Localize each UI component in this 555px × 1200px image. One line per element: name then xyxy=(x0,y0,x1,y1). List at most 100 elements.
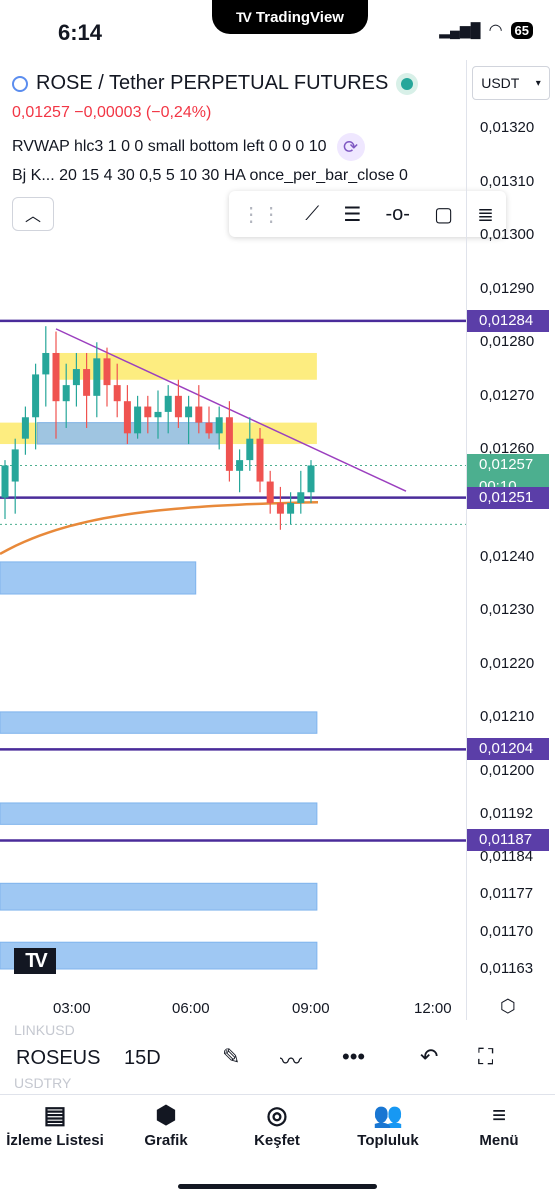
candle-body xyxy=(93,358,101,396)
compass-icon: ◎ xyxy=(266,1102,288,1129)
price-label-value: 0,01187 xyxy=(479,831,533,849)
price-tick: 0,01163 xyxy=(480,960,534,977)
more-icon[interactable]: ••• xyxy=(342,1044,366,1069)
price-tick: 0,01170 xyxy=(480,922,534,940)
tab-explore[interactable]: ◎ Keşfet xyxy=(222,1100,332,1149)
chevron-up-icon: ︿ xyxy=(24,208,41,225)
price-tick: 0,01184 xyxy=(480,847,534,865)
community-icon: 👥 xyxy=(373,1102,403,1129)
ghost-symbol-below: USDTRY xyxy=(14,1075,72,1091)
indicator-rvwap-label: RVWAP hlc3 1 0 0 small bottom left 0 0 0… xyxy=(12,138,327,155)
price-tick: 0,01220 xyxy=(480,654,535,672)
candle-body xyxy=(32,374,40,418)
candle-body xyxy=(1,465,9,498)
price-tick: 0,01200 xyxy=(480,761,535,779)
candle-body xyxy=(195,406,203,423)
indicators-icon[interactable]: 〰 xyxy=(280,1049,303,1074)
candle-body xyxy=(236,460,244,471)
drag-handle-icon[interactable]: ⋮⋮ xyxy=(241,203,282,226)
tab-watchlist[interactable]: ▤ İzleme Listesi xyxy=(0,1100,110,1149)
price-tick: 0,01270 xyxy=(480,386,535,404)
price-label-value: 0,01284 xyxy=(479,311,534,329)
symbol-title[interactable]: ROSE / Tether PERPETUAL FUTURES xyxy=(36,72,389,94)
candle-body xyxy=(42,352,50,375)
candle-body xyxy=(287,502,295,514)
tab-label: Grafik xyxy=(144,1132,188,1149)
price-zone xyxy=(0,561,197,595)
price-label: 0,01251 xyxy=(467,486,549,509)
candle-body xyxy=(215,417,223,434)
price-tick: 0,01310 xyxy=(480,172,535,190)
price-axis-divider xyxy=(466,60,467,1020)
battery-icon: 65 xyxy=(510,21,533,39)
indicator-bjk[interactable]: Bj K... 20 15 4 30 0,5 5 10 30 HA once_p… xyxy=(12,167,408,184)
line-settings-icon[interactable]: ☰ xyxy=(343,203,362,226)
tab-menu[interactable]: ≡ Menü xyxy=(444,1100,554,1149)
market-status-icon[interactable] xyxy=(396,72,419,95)
candle-body xyxy=(266,481,274,503)
candle-body xyxy=(62,385,70,402)
interval-button[interactable]: 15D xyxy=(124,1047,161,1069)
candle-body xyxy=(246,438,254,461)
candle-body xyxy=(164,395,172,412)
horizontal-ray-icon[interactable]: -o- xyxy=(385,202,410,225)
candle-body xyxy=(83,369,91,396)
candle-body xyxy=(205,422,213,434)
chart-settings-icon[interactable]: ⬡ xyxy=(500,996,516,1016)
candle-body xyxy=(256,438,264,482)
candle-body xyxy=(154,411,162,418)
symbol-search-button[interactable]: ROSEUS xyxy=(16,1047,101,1069)
tab-label: İzleme Listesi xyxy=(6,1132,104,1149)
trend-line xyxy=(55,328,407,492)
drawing-toolbar[interactable]: ⋮⋮ ⟋ ☰ -o- ▢ ≣ xyxy=(229,191,506,237)
price-label-value: 0,01204 xyxy=(479,740,534,758)
candle-body xyxy=(11,449,19,482)
rectangle-icon[interactable]: ▢ xyxy=(434,203,453,226)
time-tick: 03:00 xyxy=(53,1000,91,1017)
tradingview-logo-icon: TV xyxy=(236,9,252,25)
price-tick: 0,01290 xyxy=(480,279,535,297)
price-label: 0,01284 xyxy=(467,309,549,332)
candle-body xyxy=(21,417,29,439)
price-tick: 0,01260 xyxy=(480,440,535,458)
candle-body xyxy=(307,465,315,493)
currency-selector[interactable]: USDT ▾ xyxy=(472,66,550,100)
candle-body xyxy=(113,385,121,402)
trend-line-icon[interactable]: ⟋ xyxy=(305,202,320,225)
price-tick: 0,01177 xyxy=(480,885,534,902)
price-zone xyxy=(0,882,318,911)
fullscreen-icon[interactable]: ⛶ xyxy=(478,1044,494,1069)
candle-body xyxy=(144,406,152,418)
price-label-value: 0,01257 xyxy=(479,456,534,474)
symbol-title-row[interactable]: ROSE / Tether PERPETUAL FUTURES xyxy=(12,72,419,95)
ghost-symbol-above: LINKUSD xyxy=(14,1022,75,1038)
price-tick: 0,01280 xyxy=(480,333,535,351)
candle-body xyxy=(225,417,233,471)
candle-body xyxy=(123,401,131,434)
dynamic-island: TV TradingView xyxy=(212,0,368,34)
more-settings-icon[interactable]: ≣ xyxy=(477,203,494,226)
indicator-rvwap[interactable]: RVWAP hlc3 1 0 0 small bottom left 0 0 0… xyxy=(12,133,365,161)
undo-icon[interactable]: ↶ xyxy=(420,1044,439,1069)
price-label: 0,01204 xyxy=(467,738,549,761)
app-name: TradingView xyxy=(255,8,344,26)
currency-label: USDT xyxy=(481,75,520,91)
brush-icon[interactable]: ✎ xyxy=(222,1044,241,1069)
candle-body xyxy=(103,358,111,386)
price-tick: 0,01230 xyxy=(480,601,535,619)
price-tick: 0,01210 xyxy=(480,708,535,726)
price-tick: 0,01192 xyxy=(480,804,534,822)
refresh-icon[interactable]: ⟳ xyxy=(336,133,365,161)
watchlist-icon: ▤ xyxy=(43,1102,67,1129)
tab-chart[interactable]: ⬢ Grafik xyxy=(111,1100,221,1149)
collapse-legend-button[interactable]: ︿ xyxy=(12,197,54,231)
time-tick: 09:00 xyxy=(292,1000,330,1017)
tab-label: Topluluk xyxy=(357,1132,419,1149)
price-zone xyxy=(0,711,318,734)
wifi-icon: ◠ xyxy=(488,22,503,39)
chevron-down-icon: ▾ xyxy=(535,77,541,89)
tab-label: Keşfet xyxy=(254,1132,300,1149)
time-tick: 12:00 xyxy=(414,1000,452,1017)
tab-community[interactable]: 👥 Topluluk xyxy=(333,1100,443,1149)
chart-icon: ⬢ xyxy=(155,1102,177,1129)
